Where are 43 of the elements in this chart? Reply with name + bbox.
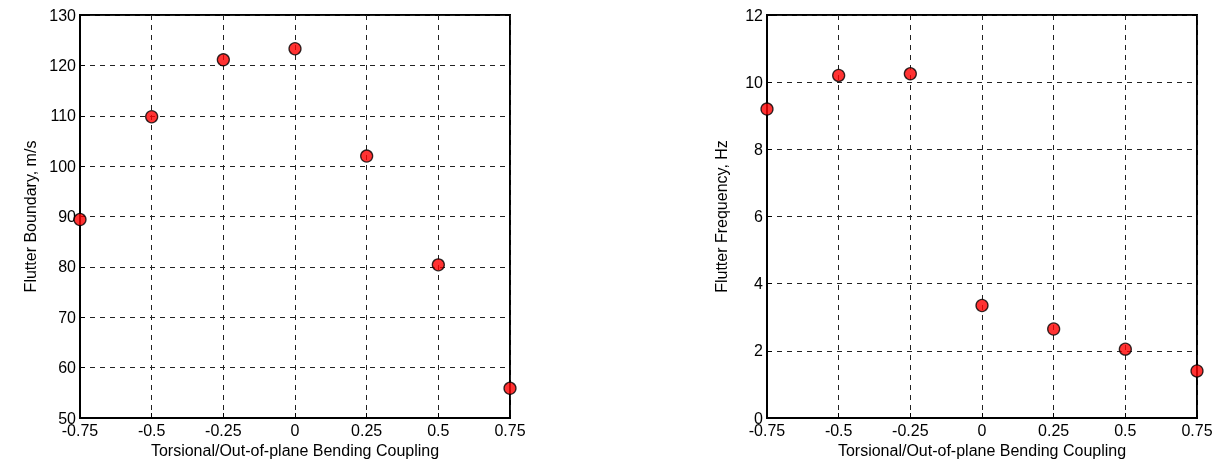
x-tick-label: 0.75 xyxy=(494,421,526,439)
x-axis-title: Torsional/Out-of-plane Bending Coupling xyxy=(837,442,1127,460)
x-tick-label: 0.25 xyxy=(1038,421,1070,439)
y-tick-label: 100 xyxy=(49,157,77,175)
point xyxy=(145,110,159,124)
y-tick-label: 4 xyxy=(754,275,764,293)
point xyxy=(360,149,374,163)
y-tick-label: 10 xyxy=(745,73,764,91)
point xyxy=(1190,364,1204,378)
y-tick-label: 110 xyxy=(50,107,77,125)
x-tick-label: 0.25 xyxy=(351,421,383,439)
x-tick-label: -0.5 xyxy=(824,421,853,439)
point xyxy=(903,67,917,81)
y-axis-title: Flutter Frequency, Hz xyxy=(712,140,730,293)
y-tick-label: 60 xyxy=(58,359,77,377)
point xyxy=(1118,342,1132,356)
y-tick-label: 90 xyxy=(58,208,77,225)
x-tick-label: -0.25 xyxy=(205,421,242,439)
x-tick-label: -0.5 xyxy=(137,421,166,439)
x-tick-label: 0.5 xyxy=(1114,421,1137,439)
y-tick-label: 6 xyxy=(754,208,764,225)
point xyxy=(288,42,302,56)
y-tick-label: 2 xyxy=(754,342,764,360)
y-tick-label: 80 xyxy=(58,258,77,276)
y-axis-title: Flutter Boundary, m/s xyxy=(21,140,39,293)
y-tick-label: 120 xyxy=(49,56,77,74)
x-tick-label: 0 xyxy=(290,421,300,439)
point xyxy=(216,53,230,67)
point xyxy=(431,258,445,272)
y-tick-label: 130 xyxy=(49,6,77,24)
y-tick-label: 8 xyxy=(754,140,764,158)
point xyxy=(832,68,846,83)
point xyxy=(975,298,989,313)
x-tick-label: -0.25 xyxy=(892,421,929,439)
x-tick-label: 0.5 xyxy=(427,421,450,439)
x-tick-label: 0 xyxy=(977,421,987,439)
y-tick-label: 70 xyxy=(58,308,77,326)
x-tick-label: 0.75 xyxy=(1181,421,1213,439)
y-tick-label: 12 xyxy=(745,6,764,24)
x-axis-title: Torsional/Out-of-plane Bending Coupling xyxy=(150,442,440,460)
point xyxy=(1047,322,1061,336)
point xyxy=(760,102,774,116)
point xyxy=(503,381,517,395)
